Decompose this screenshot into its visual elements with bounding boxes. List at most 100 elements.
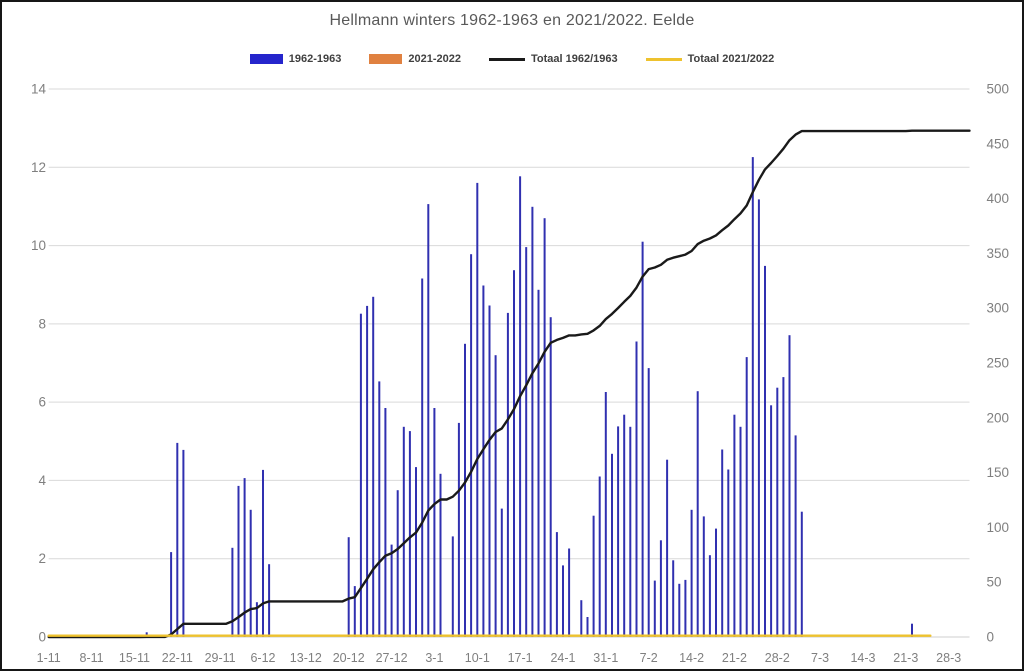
y-right-tick-label: 400 bbox=[987, 191, 1010, 206]
bar-1962-1963-24-2 bbox=[751, 157, 754, 637]
bar-1962-1963-31-12 bbox=[415, 467, 417, 637]
x-tick-label: 1-11 bbox=[37, 651, 61, 665]
y-right-tick-label: 300 bbox=[987, 301, 1010, 316]
bar-1962-1963-24-12 bbox=[372, 296, 375, 637]
x-tick-label: 22-11 bbox=[162, 651, 193, 665]
legend-bar-swatch-1962-1963 bbox=[249, 54, 283, 64]
bar-1962-1963-2-3 bbox=[788, 335, 791, 637]
bar-1962-1963-23-11 bbox=[182, 449, 185, 637]
legend-label-1962-1963: 1962-1963 bbox=[288, 53, 342, 65]
bar-1962-1963-31-1 bbox=[604, 392, 607, 637]
bar-1962-1963-4-2 bbox=[629, 426, 632, 637]
bar-1962-1963-4-3 bbox=[800, 511, 803, 637]
bar-1962-1963-30-1 bbox=[598, 476, 601, 637]
x-tick-label: 15-11 bbox=[119, 651, 150, 665]
y-left-tick-label: 10 bbox=[31, 238, 46, 253]
bar-1962-1963-22-11 bbox=[176, 442, 179, 637]
x-tick-label: 20-12 bbox=[333, 651, 365, 665]
bar-1962-1963-2-12 bbox=[237, 485, 240, 637]
bar-1962-1963-20-1 bbox=[537, 289, 540, 637]
x-tick-label: 10-1 bbox=[465, 651, 490, 665]
legend-item-totaal-2021-2022: Totaal 2021/2022 bbox=[645, 53, 774, 65]
bar-1962-1963-27-1 bbox=[580, 600, 583, 637]
y-right-tick-label: 250 bbox=[987, 356, 1010, 371]
bar-1962-1963-6-2 bbox=[641, 241, 644, 637]
bar-1962-1963-29-1 bbox=[592, 515, 595, 637]
y-right-tick-label: 350 bbox=[987, 246, 1010, 261]
legend-item-2021-2022: 2021-2022 bbox=[369, 53, 461, 65]
x-tick-label: 17-1 bbox=[508, 651, 533, 665]
x-tick-label: 3-1 bbox=[425, 651, 443, 665]
bar-1962-1963-4-1 bbox=[439, 473, 442, 637]
bar-1962-1963-3-12 bbox=[243, 478, 246, 637]
bar-1962-1963-12-1 bbox=[488, 305, 491, 637]
bar-1962-1963-2-2 bbox=[617, 426, 620, 637]
x-tick-label: 31-1 bbox=[593, 651, 618, 665]
y-left-tick-label: 4 bbox=[38, 473, 46, 488]
x-tick-label: 6-12 bbox=[250, 651, 275, 665]
bar-1962-1963-28-1 bbox=[586, 617, 589, 637]
legend-label-totaal-1962-1963: Totaal 1962/1963 bbox=[530, 53, 618, 65]
bar-1962-1963-26-2 bbox=[764, 265, 766, 637]
y-left-tick-label: 0 bbox=[38, 630, 46, 645]
bar-1962-1963-16-1 bbox=[513, 270, 515, 637]
bar-1962-1963-11-2 bbox=[672, 560, 675, 637]
bar-1962-1963-22-2 bbox=[739, 426, 742, 637]
bar-1962-1963-5-2 bbox=[635, 341, 638, 637]
bar-1962-1963-10-2 bbox=[666, 459, 669, 637]
bar-1962-1963-12-2 bbox=[678, 583, 681, 637]
legend: 1962-1963 2021-2022 Totaal 1962/1963 Tot… bbox=[2, 53, 1022, 65]
x-tick-label: 29-11 bbox=[205, 651, 236, 665]
bar-1962-1963-18-1 bbox=[525, 247, 528, 637]
bar-1962-1963-22-12 bbox=[359, 313, 362, 637]
y-left-tick-label: 8 bbox=[38, 316, 46, 331]
legend-line-swatch-totaal-2021-2022 bbox=[645, 57, 682, 61]
bar-1962-1963-1-1 bbox=[421, 278, 424, 637]
y-right-tick-label: 500 bbox=[987, 82, 1010, 97]
bar-1962-1963-25-2 bbox=[757, 199, 760, 637]
bar-1962-1963-14-1 bbox=[500, 508, 503, 637]
x-tick-label: 21-2 bbox=[722, 651, 747, 665]
bar-1962-1963-23-2 bbox=[745, 357, 748, 637]
x-tick-label: 28-2 bbox=[765, 651, 790, 665]
bar-1962-1963-30-12 bbox=[408, 431, 411, 637]
bar-1962-1963-4-12 bbox=[249, 509, 252, 637]
bar-1962-1963-15-1 bbox=[506, 312, 509, 637]
bar-1962-1963-3-1 bbox=[433, 408, 436, 637]
bar-1962-1963-8-2 bbox=[653, 580, 656, 637]
x-tick-label: 14-3 bbox=[850, 651, 875, 665]
bar-1962-1963-13-2 bbox=[684, 579, 687, 637]
bar-1962-1963-1-3 bbox=[782, 377, 785, 637]
bar-1962-1963-7-2 bbox=[647, 368, 650, 637]
bar-1962-1963-28-2 bbox=[776, 387, 779, 637]
bar-1962-1963-6-1 bbox=[451, 536, 454, 637]
bar-1962-1963-13-1 bbox=[494, 355, 497, 637]
bar-1962-1963-8-1 bbox=[464, 343, 466, 637]
bar-1962-1963-15-2 bbox=[696, 391, 699, 637]
bar-1962-1963-25-1 bbox=[568, 548, 571, 637]
bar-1962-1963-19-2 bbox=[721, 449, 724, 637]
x-tick-label: 21-3 bbox=[893, 651, 918, 665]
x-tick-label: 13-12 bbox=[290, 651, 322, 665]
bar-1962-1963-21-1 bbox=[543, 218, 546, 637]
bar-1962-1963-27-2 bbox=[770, 405, 773, 637]
y-right-tick-label: 200 bbox=[987, 410, 1010, 425]
y-right-tick-label: 50 bbox=[987, 575, 1002, 590]
bar-1962-1963-17-2 bbox=[708, 555, 711, 637]
y-left-tick-label: 2 bbox=[38, 551, 46, 566]
bar-1962-1963-22-1 bbox=[549, 317, 552, 637]
bar-1962-1963-5-12 bbox=[255, 602, 258, 637]
bar-1962-1963-7-1 bbox=[457, 422, 460, 637]
bar-1962-1963-17-1 bbox=[519, 176, 522, 638]
y-right-tick-label: 150 bbox=[987, 465, 1010, 480]
chart-title: Hellmann winters 1962-1963 en 2021/2022.… bbox=[329, 12, 695, 29]
legend-item-1962-1963: 1962-1963 bbox=[249, 53, 342, 65]
x-tick-label: 7-2 bbox=[640, 651, 658, 665]
bar-1962-1963-20-12 bbox=[347, 537, 350, 637]
x-tick-label: 7-3 bbox=[811, 651, 829, 665]
y-left-tick-label: 12 bbox=[31, 160, 46, 175]
bar-1962-1963-11-1 bbox=[482, 285, 485, 637]
legend-bar-swatch-2021-2022 bbox=[369, 54, 403, 64]
bar-1962-1963-18-2 bbox=[715, 528, 717, 637]
